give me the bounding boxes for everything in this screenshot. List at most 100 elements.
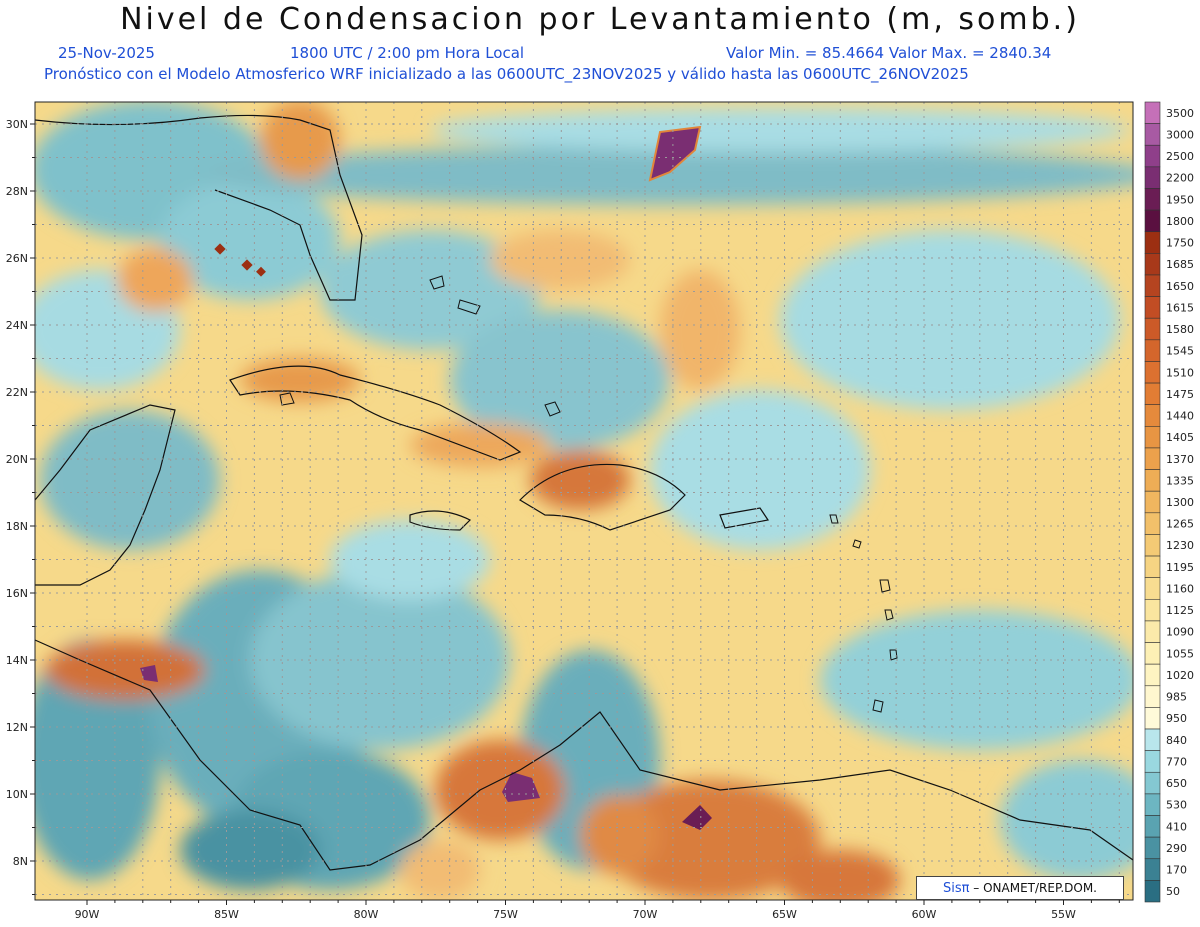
color-legend: 3500 3000 2500 2200 1950 1800 1750 1685 1650 1615… (1144, 101, 1194, 903)
lat-tick-label: 24N (6, 319, 28, 332)
legend-level-label: 1300 (1166, 496, 1194, 509)
legend-level-label: 170 (1166, 864, 1187, 877)
legend-level-label: 1580 (1166, 323, 1194, 336)
legend-swatch (1144, 123, 1161, 146)
min-max-values: Valor Min. = 85.4664 Valor Max. = 2840.3… (726, 44, 1052, 62)
legend-swatch (1144, 469, 1161, 492)
legend-swatch (1144, 598, 1161, 622)
legend-swatch (1144, 836, 1161, 860)
legend-level-label: 1370 (1166, 453, 1194, 466)
forecast-info: Pronóstico con el Modelo Atmosferico WRF… (44, 65, 969, 83)
legend-swatch (1144, 231, 1161, 254)
legend-level-label: 1405 (1166, 431, 1194, 444)
legend-swatch (1144, 296, 1161, 319)
legend-level-label: 3500 (1166, 107, 1194, 120)
high-lcl-spot (682, 805, 712, 830)
credit-text: – ONAMET/REP.DOM. (973, 881, 1097, 895)
legend-swatch (1144, 685, 1161, 708)
valid-date: 25-Nov-2025 (58, 44, 155, 62)
legend-level-label: 1230 (1166, 539, 1194, 552)
legend-swatch (1144, 101, 1161, 124)
legend-swatch (1144, 555, 1161, 578)
legend-swatch (1144, 447, 1161, 470)
legend-swatch (1144, 382, 1161, 406)
legend-level-label: 1475 (1166, 388, 1194, 401)
lon-tick-label: 75W (493, 908, 518, 921)
legend-level-label: 1750 (1166, 237, 1194, 250)
legend-swatch (1144, 253, 1161, 276)
lon-tick-label: 55W (1051, 908, 1076, 921)
lon-tick-label: 85W (214, 908, 239, 921)
lat-tick-label: 16N (6, 587, 28, 600)
legend-swatch (1144, 404, 1161, 427)
legend-level-label: 840 (1166, 734, 1187, 747)
legend-level-label: 1265 (1166, 518, 1194, 531)
legend-swatch (1144, 144, 1161, 168)
legend-level-label: 1545 (1166, 345, 1194, 358)
legend-level-label: 1950 (1166, 193, 1194, 206)
legend-level-label: 50 (1166, 885, 1180, 898)
legend-swatch (1144, 426, 1161, 449)
legend-level-label: 650 (1166, 777, 1187, 790)
latitude-labels: 30N 28N 26N 24N 22N 20N 18N 16N 14N 12N 10N 8N (6, 118, 35, 895)
longitude-labels: 90W 85W 80W 75W 70W 65W 60W 55W (75, 900, 1120, 921)
lon-tick-label: 65W (772, 908, 797, 921)
legend-swatch (1144, 361, 1161, 384)
legend-swatch (1144, 663, 1161, 687)
legend-level-label: 1650 (1166, 280, 1194, 293)
legend-swatch (1144, 620, 1161, 643)
legend-swatch (1144, 728, 1161, 751)
graticule (35, 102, 1133, 900)
map-border (34, 101, 1134, 901)
lat-tick-label: 26N (6, 252, 28, 265)
legend-level-label: 770 (1166, 755, 1187, 768)
legend-level-label: 1020 (1166, 669, 1194, 682)
legend-level-label: 1090 (1166, 626, 1194, 639)
legend-swatch (1144, 317, 1161, 341)
legend-level-label: 1800 (1166, 215, 1194, 228)
lon-tick-label: 70W (633, 908, 658, 921)
lat-tick-label: 8N (13, 855, 28, 868)
lat-tick-label: 12N (6, 721, 28, 734)
lat-tick-label: 22N (6, 386, 28, 399)
high-lcl-spot (140, 665, 158, 682)
legend-level-label: 985 (1166, 691, 1187, 704)
legend-level-label: 290 (1166, 842, 1187, 855)
legend-level-label: 1510 (1166, 366, 1194, 379)
legend-swatch (1144, 274, 1161, 297)
legend-swatch (1144, 793, 1161, 816)
legend-swatch (1144, 209, 1161, 233)
legend-level-label: 1125 (1166, 604, 1194, 617)
lat-tick-label: 20N (6, 453, 28, 466)
legend-level-label: 2500 (1166, 150, 1194, 163)
lon-tick-label: 80W (354, 908, 379, 921)
legend-swatch (1144, 707, 1161, 730)
legend-level-label: 1195 (1166, 561, 1194, 574)
legend-swatch (1144, 815, 1161, 838)
legend-swatch (1144, 166, 1161, 189)
lon-tick-label: 90W (75, 908, 100, 921)
legend-swatch (1144, 188, 1161, 211)
legend-swatch (1144, 642, 1161, 665)
legend-swatch (1144, 577, 1161, 600)
credit-box: Sisπ – ONAMET/REP.DOM. (916, 876, 1124, 900)
legend-swatch (1144, 534, 1161, 557)
legend-level-label: 950 (1166, 712, 1187, 725)
legend-level-label: 410 (1166, 820, 1187, 833)
legend-level-label: 1335 (1166, 474, 1194, 487)
legend-level-label: 2200 (1166, 172, 1194, 185)
lon-tick-label: 60W (912, 908, 937, 921)
chart-title: Nivel de Condensacion por Levantamiento … (120, 2, 1080, 37)
legend-level-label: 1440 (1166, 410, 1194, 423)
legend-swatch (1144, 858, 1161, 881)
legend-level-label: 1055 (1166, 647, 1194, 660)
legend-level-label: 1615 (1166, 301, 1194, 314)
high-lcl-spot (648, 125, 702, 182)
lcl-shading (35, 102, 1133, 900)
legend-level-label: 1160 (1166, 582, 1194, 595)
legend-swatch (1144, 880, 1161, 903)
lat-tick-label: 28N (6, 185, 28, 198)
legend-swatch (1144, 750, 1161, 773)
lat-tick-label: 14N (6, 654, 28, 667)
